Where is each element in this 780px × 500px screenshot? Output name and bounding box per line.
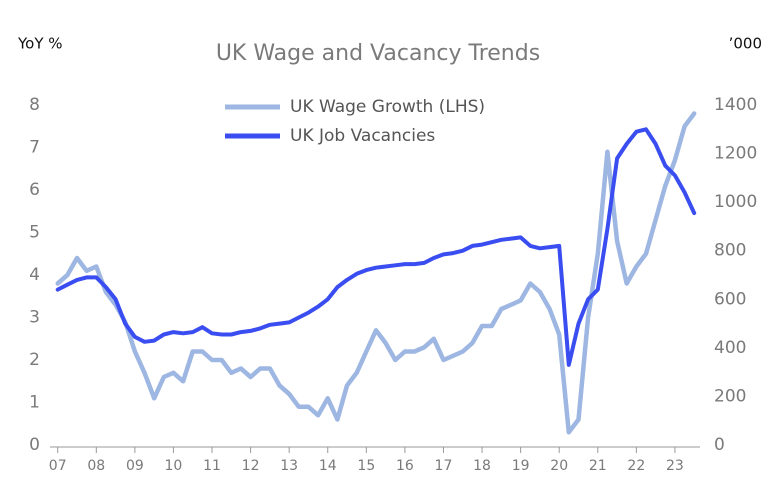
- series-line: [55, 127, 697, 367]
- y2-tick-label: 400: [714, 338, 746, 358]
- x-tick-label: 09: [126, 458, 144, 474]
- x-tick-label: 15: [357, 458, 375, 474]
- x-tick-label: 10: [165, 458, 183, 474]
- y-tick-label: 2: [29, 350, 40, 370]
- x-tick-label: 20: [550, 458, 568, 474]
- y-tick-label: 5: [29, 223, 40, 243]
- y-tick-label: 6: [29, 180, 40, 200]
- x-tick-label: 16: [396, 458, 414, 474]
- x-tick-label: 21: [589, 458, 607, 474]
- x-tick-label: 08: [87, 458, 105, 474]
- y2-tick-label: 600: [714, 289, 746, 309]
- x-tick-label: 12: [242, 458, 260, 474]
- y-axis-label: YoY %: [17, 35, 63, 53]
- y2-tick-label: 200: [714, 386, 746, 406]
- x-tick-label: 14: [319, 458, 337, 474]
- y-tick-label: 8: [29, 95, 40, 115]
- x-tick-label: 23: [666, 458, 684, 474]
- y-tick-label: 7: [29, 138, 40, 158]
- x-tick-label: 07: [49, 458, 67, 474]
- y-tick-label: 4: [29, 265, 40, 285]
- y2-tick-label: 1000: [714, 192, 757, 212]
- y2-axis-label: ’000: [729, 35, 762, 53]
- chart-title: UK Wage and Vacancy Trends: [216, 41, 540, 66]
- y2-tick-label: 800: [714, 241, 746, 261]
- series-line: [55, 111, 697, 435]
- y-tick-label: 3: [29, 308, 40, 328]
- y2-tick-label: 0: [714, 435, 725, 455]
- y-tick-label: 1: [29, 393, 40, 413]
- legend-label: UK Wage Growth (LHS): [290, 97, 485, 117]
- x-tick-label: 19: [512, 458, 530, 474]
- y-tick-label: 0: [29, 435, 40, 455]
- x-tick-label: 13: [280, 458, 298, 474]
- x-tick-label: 11: [203, 458, 221, 474]
- legend-label: UK Job Vacancies: [290, 126, 435, 146]
- x-tick-label: 18: [473, 458, 491, 474]
- x-tick-label: 22: [627, 458, 645, 474]
- x-tick-label: 17: [435, 458, 453, 474]
- y2-tick-label: 1200: [714, 144, 757, 164]
- y2-tick-label: 1400: [714, 95, 757, 115]
